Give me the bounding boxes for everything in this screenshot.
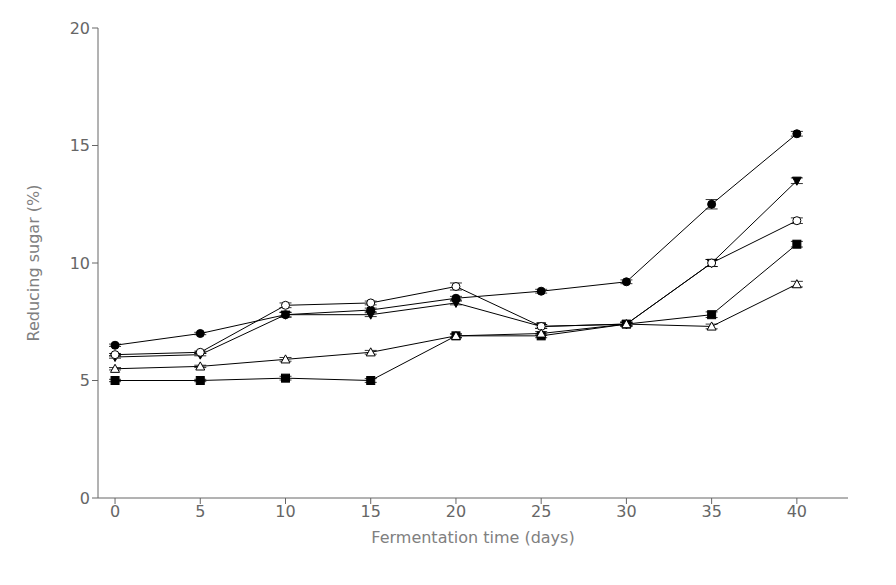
svg-text:10: 10 <box>70 254 90 273</box>
svg-text:15: 15 <box>361 502 381 521</box>
svg-text:20: 20 <box>446 502 466 521</box>
svg-text:Reducing sugar (%): Reducing sugar (%) <box>24 185 43 342</box>
svg-text:35: 35 <box>701 502 721 521</box>
svg-text:0: 0 <box>110 502 120 521</box>
svg-text:15: 15 <box>70 136 90 155</box>
svg-text:40: 40 <box>787 502 807 521</box>
svg-text:30: 30 <box>616 502 636 521</box>
svg-text:20: 20 <box>70 19 90 38</box>
svg-text:25: 25 <box>531 502 551 521</box>
svg-text:0: 0 <box>80 489 90 508</box>
svg-text:5: 5 <box>80 371 90 390</box>
svg-text:Fermentation time (days): Fermentation time (days) <box>371 528 574 547</box>
svg-text:5: 5 <box>195 502 205 521</box>
svg-text:10: 10 <box>275 502 295 521</box>
